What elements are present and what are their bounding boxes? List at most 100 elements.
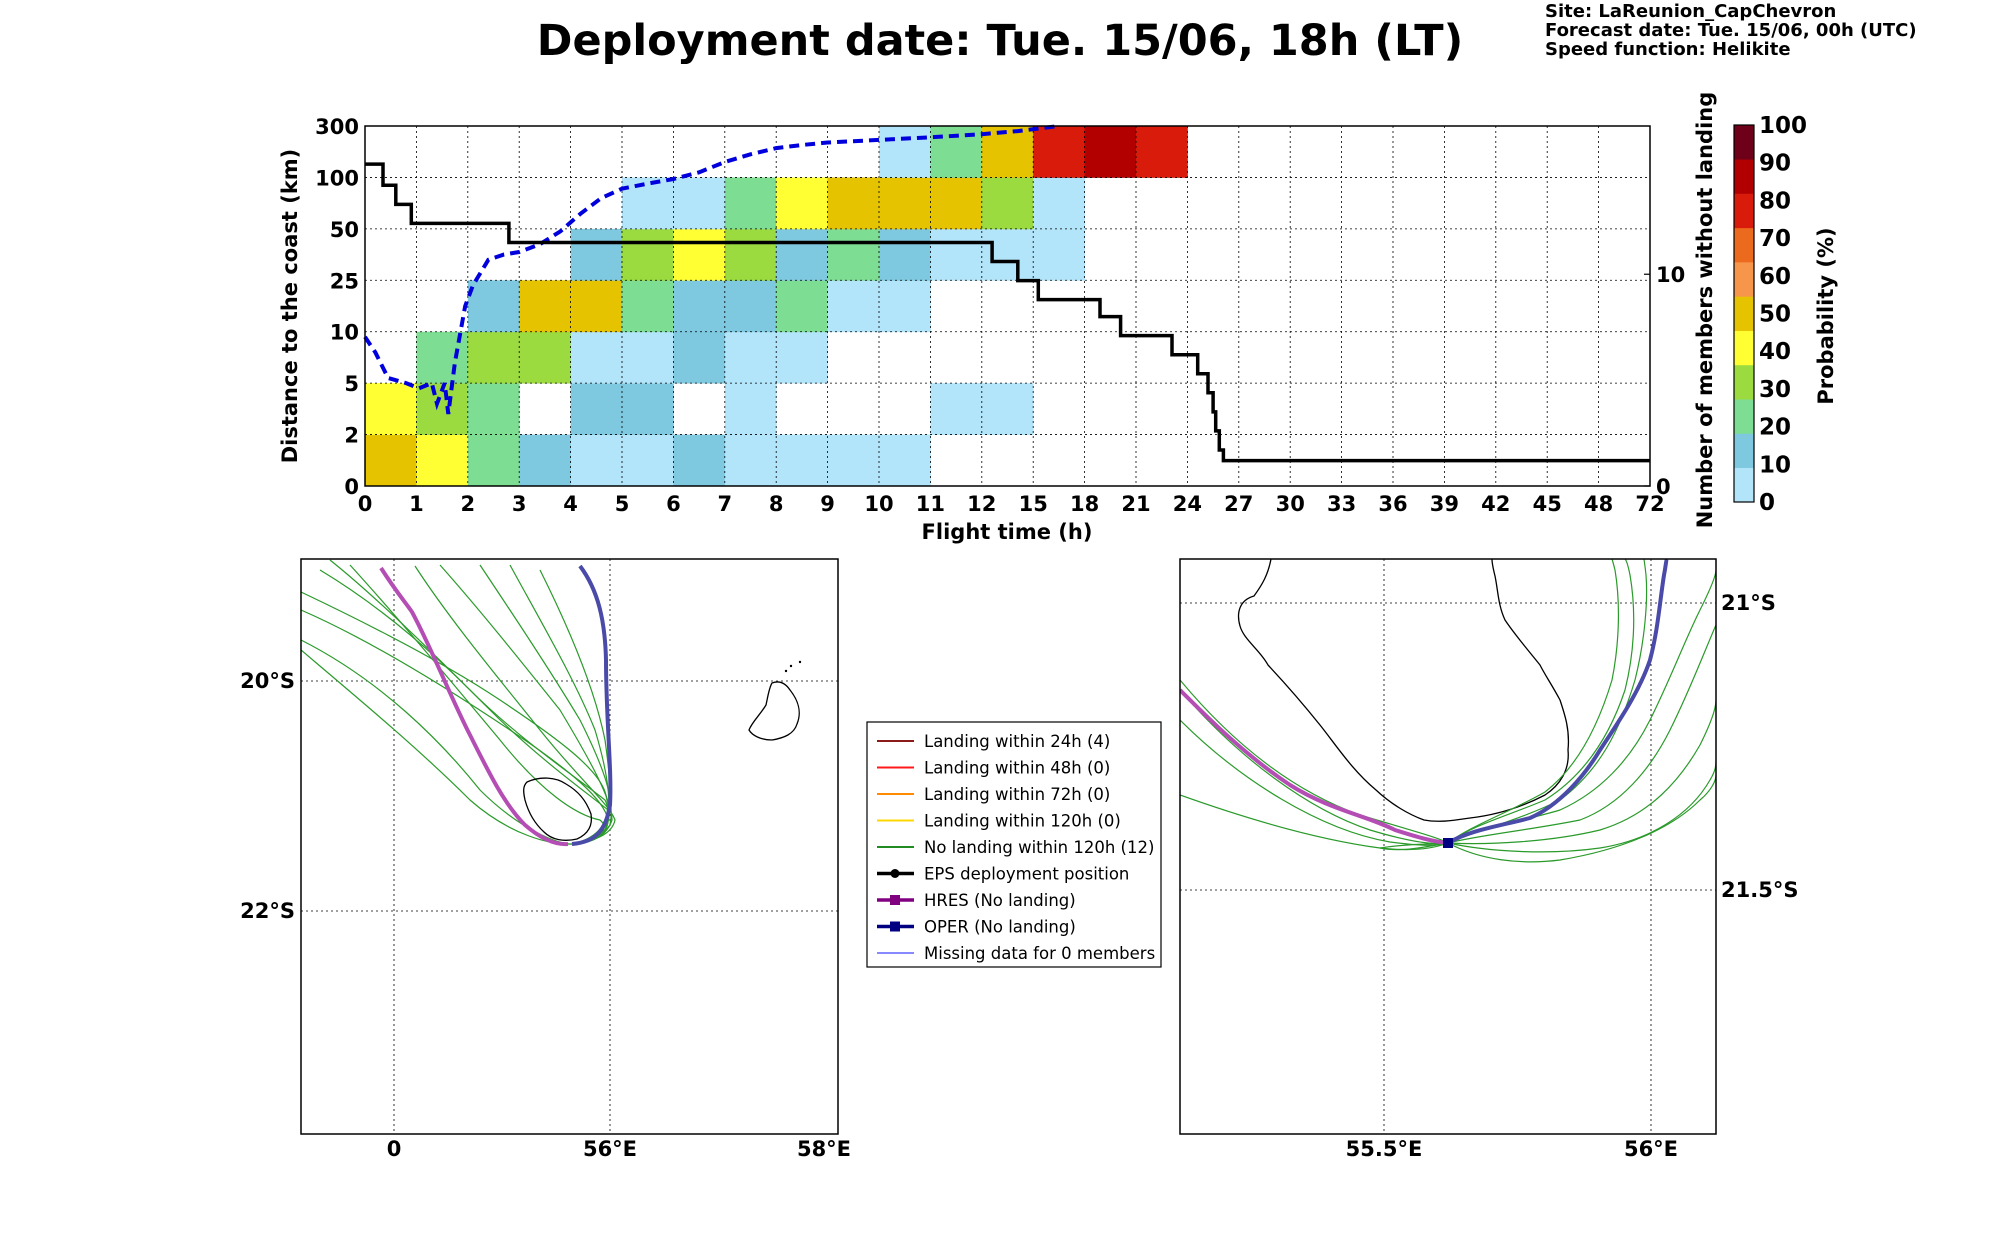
heatmap-cell — [1136, 126, 1188, 178]
y-tick-label: 300 — [315, 115, 359, 139]
zoom-map-frame — [1179, 558, 1717, 1135]
y-tick-label: 2 — [344, 424, 359, 448]
x-tick-label: 15 — [1019, 492, 1048, 516]
x-tick-label: 33 — [1327, 492, 1356, 516]
colorbar-segment — [1734, 262, 1754, 297]
legend-marker — [890, 869, 900, 878]
y-tick-label: 5 — [344, 372, 359, 396]
heatmap-cell — [827, 280, 880, 333]
legend-label: Landing within 24h (4) — [924, 732, 1110, 751]
x-tick-label: 8 — [769, 492, 784, 516]
heatmap-cell — [622, 331, 674, 384]
heatmap-cell — [724, 280, 777, 333]
forecast-date-label: Forecast date: Tue. 15/06, 00h (UTC) — [1545, 20, 1917, 41]
heatmap-cell — [570, 383, 623, 435]
y2-tick-label: 0 — [1656, 475, 1671, 499]
heatmap-cell — [879, 126, 931, 178]
heatmap-cells — [365, 126, 1188, 487]
heatmap-cell — [827, 228, 880, 281]
heatmap-cell — [365, 434, 417, 487]
heatmap-cell — [519, 434, 571, 487]
small-islets — [784, 660, 802, 673]
heatmap-cell — [879, 280, 931, 333]
heatmap-cell — [776, 434, 828, 487]
heatmap-cell — [416, 434, 469, 487]
y2-axis-label: Number of members without landing — [1693, 92, 1717, 529]
map-tick-56e: 56°E — [583, 1137, 637, 1161]
colorbar-frame — [1733, 124, 1755, 503]
heatmap-cell — [622, 434, 674, 487]
x-tick-label: 36 — [1378, 492, 1407, 516]
mean-distance-series — [363, 124, 1060, 415]
x-tick-label: 18 — [1070, 492, 1099, 516]
heatmap-cell — [570, 228, 623, 281]
x-tick-label: 12 — [967, 492, 996, 516]
x-tick-label: 5 — [615, 492, 630, 516]
heatmap-cell — [570, 280, 623, 333]
colorbar-tick-label: 100 — [1759, 113, 1807, 139]
x-tick-label: 39 — [1430, 492, 1459, 516]
heatmap-cell — [673, 280, 726, 333]
regional-map-frame — [300, 558, 839, 1135]
legend-item: Missing data for 0 members — [877, 944, 1155, 963]
heatmap-cell — [879, 434, 931, 487]
heatmap-cell — [673, 331, 726, 384]
heatmap-cell — [930, 228, 983, 281]
colorbar-tick-label: 60 — [1759, 264, 1791, 290]
y-tick-label: 10 — [330, 321, 359, 345]
heatmap-cell — [1033, 177, 1085, 230]
heatmap-cell — [981, 228, 1034, 281]
x-tick-label: 42 — [1481, 492, 1510, 516]
zoom-map-x-ticks: 55.5°E 56°E — [1346, 1137, 1678, 1161]
heatmap-cell — [467, 331, 520, 384]
heatmap-cell — [622, 280, 674, 333]
heatmap-cell — [930, 383, 983, 435]
colorbar: 0 10 20 30 40 50 60 70 80 90 100 — [1733, 113, 1807, 516]
heatmap-cell — [981, 383, 1034, 435]
oper-trajectory — [571, 564, 613, 846]
zoom-oper-trajectory — [1446, 559, 1669, 845]
colorbar-tick-label: 90 — [1759, 151, 1791, 177]
members-without-landing-series — [365, 162, 1650, 463]
heatmap-cell — [622, 383, 674, 435]
x-tick-label: 9 — [820, 492, 835, 516]
map-tick-20s: 20°S — [240, 669, 295, 693]
heatmap-cell — [1033, 228, 1085, 281]
legend-label: Landing within 120h (0) — [924, 812, 1121, 831]
legend-label: Landing within 72h (0) — [924, 785, 1110, 804]
legend-item: OPER (No landing) — [877, 918, 1076, 937]
heatmap-cell — [724, 331, 777, 384]
y-tick-label: 100 — [315, 166, 359, 190]
heatmap-cell — [673, 434, 726, 487]
heatmap-cell — [776, 280, 828, 333]
colorbar-segment — [1734, 364, 1754, 400]
colorbar-tick-label: 80 — [1759, 188, 1791, 214]
colorbar-segment — [1734, 296, 1754, 331]
legend-label: OPER (No landing) — [924, 918, 1076, 937]
colorbar-tick-label: 40 — [1759, 339, 1791, 365]
heatmap-cell — [519, 331, 571, 384]
deployment-position-marker — [1443, 838, 1453, 848]
legend-item: EPS deployment position — [877, 865, 1129, 884]
heatmap-cell — [467, 434, 520, 487]
zoom-map-grid — [1180, 559, 1716, 1134]
heatmap-cell — [467, 383, 520, 435]
heatmap-cell — [570, 434, 623, 487]
map-tick-54e: 0 — [387, 1137, 402, 1161]
zoom-hres-trajectory — [1180, 688, 1449, 845]
legend-marker — [890, 895, 900, 905]
legend-box — [866, 721, 1162, 968]
y-tick-label: 25 — [330, 269, 359, 293]
heatmap-cell — [467, 280, 520, 333]
probability-heatmap-chart: 0 1 2 3 4 5 6 7 8 9 10 11 12 15 18 21 24 27 30 33 36 39 42 45 48… — [278, 92, 1838, 544]
heatmap-cell — [724, 383, 777, 435]
zoom-map-y-ticks: 21°S 21.5°S — [1721, 591, 1798, 902]
x-tick-label: 21 — [1121, 492, 1150, 516]
x-tick-label: 45 — [1533, 492, 1562, 516]
colorbar-segment — [1734, 330, 1754, 366]
colorbar-tick-label: 0 — [1759, 490, 1775, 516]
regional-map-x-ticks: 0 56°E 58°E — [387, 1137, 851, 1161]
x-tick-label: 4 — [563, 492, 578, 516]
legend-items: Landing within 24h (4) Landing within 48h… — [877, 732, 1155, 963]
